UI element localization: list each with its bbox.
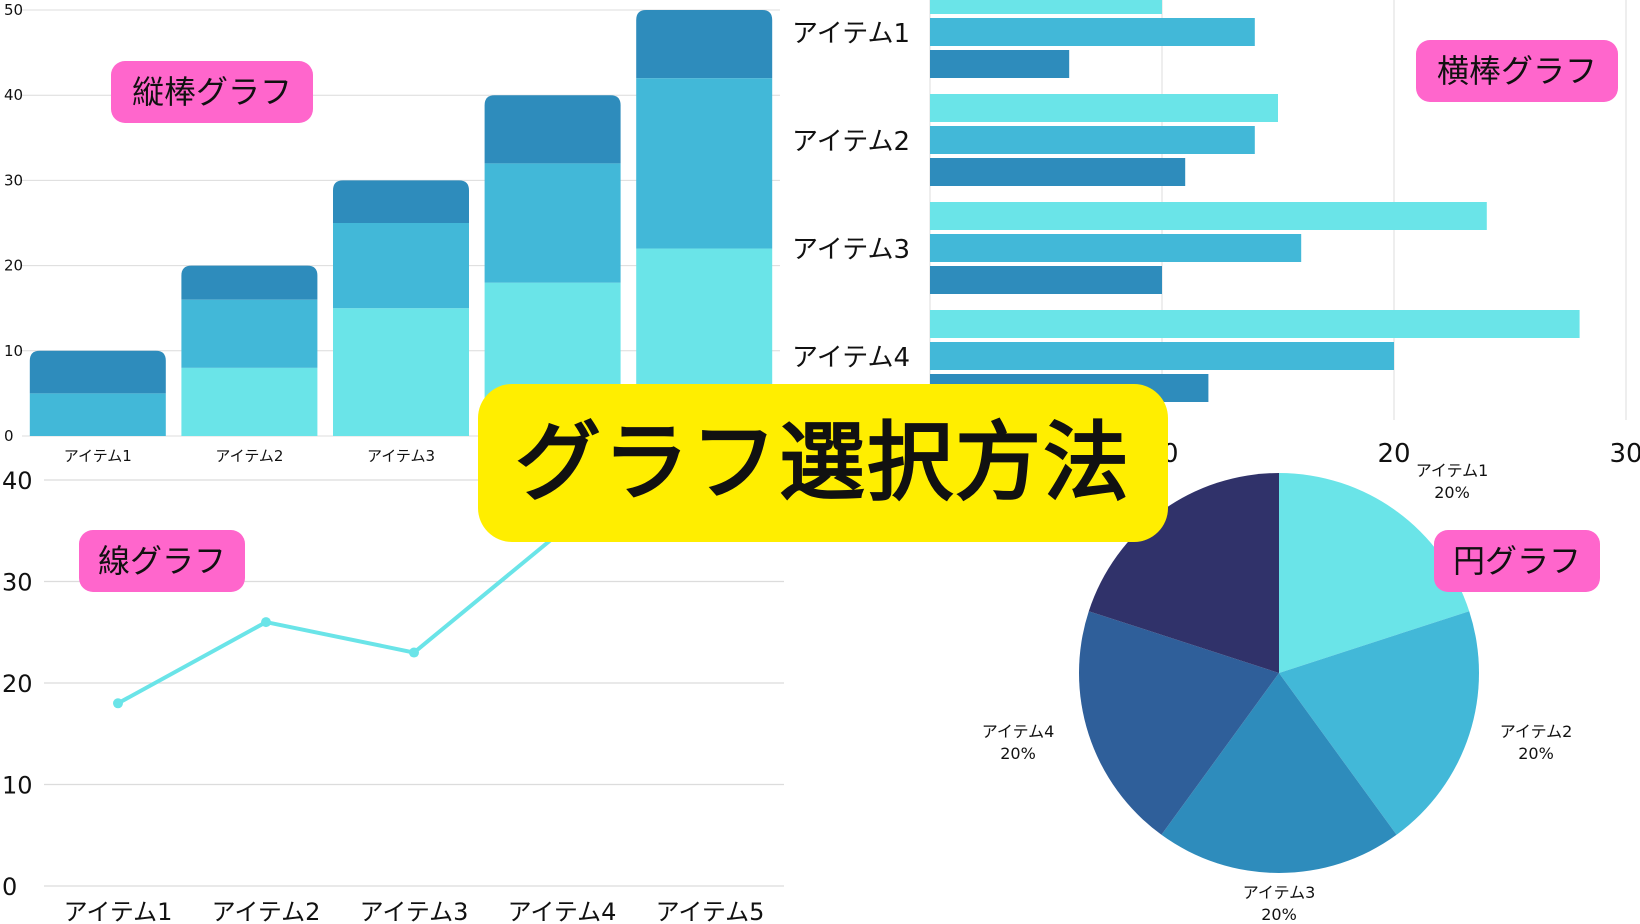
bar-horizontal: [930, 94, 1278, 122]
pie-slice-value-label: 20%: [1434, 483, 1470, 502]
bar-horizontal: [930, 50, 1070, 78]
line-point: [113, 698, 123, 709]
column-bar-segment: [636, 10, 773, 79]
pie-slice-label: アイテム3: [1243, 883, 1316, 902]
pie-slice-value-label: 20%: [1000, 744, 1036, 763]
column-x-tick-label: アイテム1: [64, 447, 132, 465]
pie-slice-value-label: 20%: [1518, 744, 1554, 763]
line-x-tick-label: アイテム5: [656, 898, 765, 924]
column-y-tick-label: 20: [4, 257, 23, 275]
line-y-tick-label: 40: [2, 467, 33, 495]
pie-slice: [1079, 611, 1279, 835]
column-bar-segment: [181, 299, 318, 368]
bar-horizontal: [930, 158, 1186, 186]
column-y-tick-label: 50: [4, 1, 23, 19]
column-bar-segment: [29, 393, 166, 436]
line-x-tick-label: アイテム3: [360, 898, 469, 924]
line-y-tick-label: 0: [2, 873, 17, 901]
pie-slice-value-label: 20%: [1261, 905, 1297, 924]
column-y-tick-label: 10: [4, 342, 23, 360]
bar-x-tick-label: 20: [1377, 439, 1410, 469]
bar-horizontal: [930, 234, 1302, 262]
pie-slice-label: アイテム1: [1416, 461, 1489, 480]
bar-horizontal: [930, 126, 1255, 154]
bar-horizontal: [930, 18, 1255, 46]
line-chart-tag: 線グラフ: [79, 530, 245, 592]
pie-slice-label: アイテム4: [982, 722, 1055, 741]
pie-chart-tag: 円グラフ: [1434, 530, 1600, 592]
line-point: [261, 617, 271, 628]
pie-slice: [1088, 473, 1279, 673]
column-bar-segment: [333, 180, 469, 223]
pie-slice-label: アイテム2: [1500, 722, 1573, 741]
column-bar-segment: [181, 367, 318, 436]
bar-horizontal: [930, 342, 1394, 370]
column-y-tick-label: 30: [4, 171, 23, 189]
bar-chart-tag: 横棒グラフ: [1416, 40, 1618, 102]
bar-y-tick-label: アイテム4: [792, 343, 910, 373]
bar-y-tick-label: アイテム2: [792, 127, 910, 157]
column-bar-segment: [484, 95, 621, 164]
bar-y-tick-label: アイテム1: [792, 19, 910, 49]
line-x-tick-label: アイテム1: [64, 898, 173, 924]
column-x-tick-label: アイテム3: [367, 447, 435, 465]
bar-horizontal: [930, 202, 1487, 230]
bar-horizontal: [930, 0, 1162, 14]
bar-horizontal: [930, 310, 1580, 338]
column-y-tick-label: 40: [4, 86, 23, 104]
column-bar-segment: [333, 223, 469, 309]
column-bar-segment: [636, 78, 773, 249]
line-point: [409, 647, 419, 658]
column-x-tick-label: アイテム2: [215, 447, 283, 465]
bar-x-tick-label: 30: [1609, 439, 1640, 469]
line-x-tick-label: アイテム4: [508, 898, 617, 924]
column-bar-segment: [29, 350, 166, 394]
column-y-tick-label: 0: [4, 427, 14, 445]
pie-slice: [1279, 473, 1470, 673]
line-y-tick-label: 10: [2, 772, 33, 800]
line-y-tick-label: 20: [2, 670, 33, 698]
pie-slice: [1161, 673, 1397, 873]
bar-y-tick-label: アイテム3: [792, 235, 910, 265]
main-title: グラフ選択方法: [478, 384, 1168, 542]
column-bar-segment: [181, 265, 318, 300]
column-chart-tag: 縦棒グラフ: [111, 61, 313, 123]
line-x-tick-label: アイテム2: [212, 898, 321, 924]
bar-horizontal: [930, 266, 1162, 294]
pie-slice: [1279, 611, 1479, 835]
column-bar-segment: [484, 163, 621, 283]
column-bar-segment: [333, 308, 469, 436]
line-y-tick-label: 30: [2, 569, 33, 597]
